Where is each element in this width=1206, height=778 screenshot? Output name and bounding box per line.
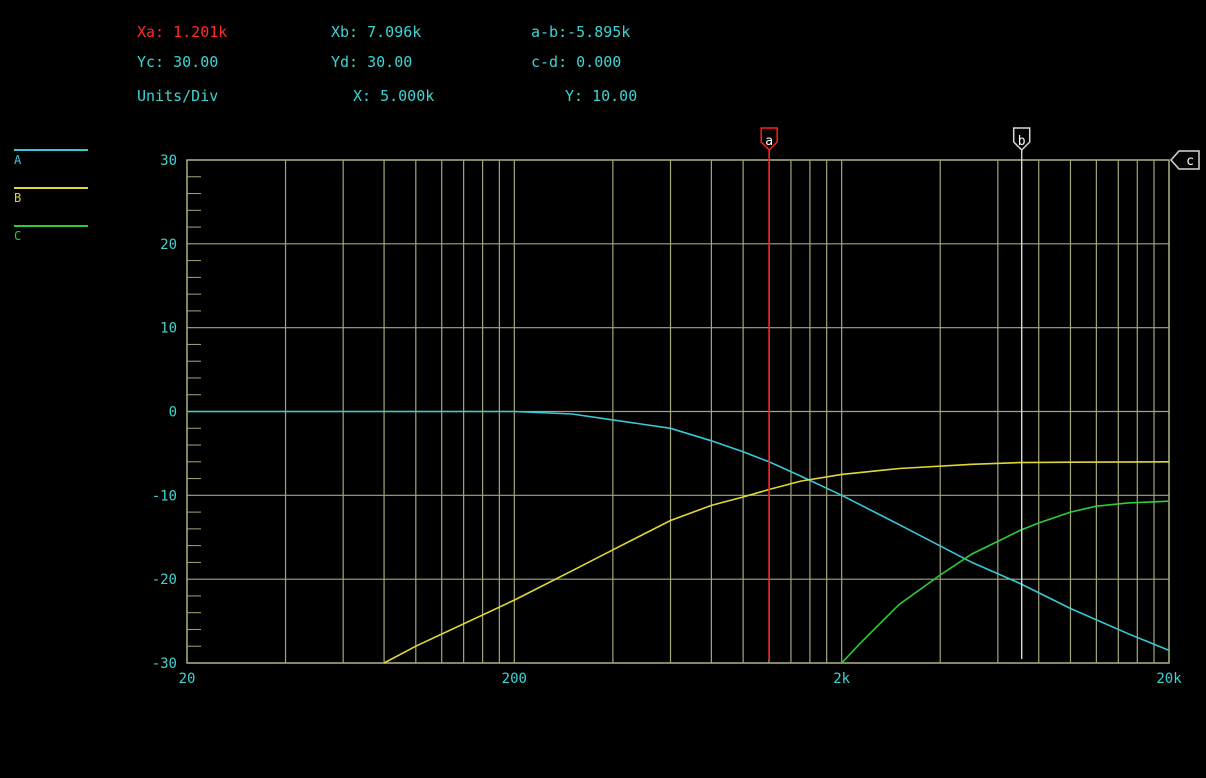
x-tick-label: 20k — [1156, 671, 1182, 687]
cursor-b-flag[interactable] — [1012, 127, 1031, 152]
y-tick-label: -20 — [152, 572, 177, 588]
x-delta-readout: a-b:-5.895k — [531, 23, 631, 41]
legend-line-b — [14, 187, 88, 189]
legend-entry-a[interactable]: A — [14, 149, 88, 167]
cursor-c-flag[interactable] — [1169, 150, 1200, 170]
legend-entry-b[interactable]: B — [14, 187, 88, 205]
cursor-a-flag[interactable] — [760, 127, 778, 152]
x-tick-label: 2k — [833, 671, 850, 687]
y-units-readout: Y: 10.00 — [565, 87, 638, 105]
y-delta-readout: c-d: 0.000 — [531, 53, 622, 71]
units-per-div-label: Units/Div — [137, 87, 219, 105]
x-units-readout: X: 5.000k — [353, 87, 435, 105]
legend-line-a — [14, 149, 88, 151]
cursor-c-label: c — [1186, 154, 1194, 169]
series-line-b — [383, 460, 1170, 664]
cursor-b[interactable]: b — [1012, 127, 1031, 659]
legend-label-b: B — [14, 191, 22, 205]
x-tick-label: 200 — [502, 671, 527, 687]
cursor-b-label: b — [1018, 134, 1026, 149]
legend-entry-c[interactable]: C — [14, 225, 88, 243]
cursor-c[interactable]: c — [1169, 150, 1200, 170]
y-tick-label: 0 — [169, 405, 177, 421]
y-tick-label: -10 — [152, 488, 177, 504]
legend-label-a: A — [14, 153, 22, 167]
legend-label-c: C — [14, 229, 22, 243]
cursor-a-x-readout: Xa: 1.201k — [137, 23, 228, 41]
cursor-a-label: a — [765, 134, 773, 149]
cursor-a[interactable]: a — [760, 127, 778, 659]
y-tick-label: 10 — [160, 321, 177, 337]
y-tick-label: 20 — [160, 237, 177, 253]
cursor-b-x-readout: Xb: 7.096k — [331, 23, 422, 41]
x-tick-label: 20 — [179, 671, 196, 687]
cursor-d-y-readout: Yd: 30.00 — [331, 53, 413, 71]
y-tick-label: 30 — [160, 153, 177, 169]
series-line-c — [841, 500, 1170, 664]
cursor-c-y-readout: Yc: 30.00 — [137, 53, 219, 71]
legend-line-c — [14, 225, 88, 227]
y-tick-label: -30 — [152, 656, 177, 672]
